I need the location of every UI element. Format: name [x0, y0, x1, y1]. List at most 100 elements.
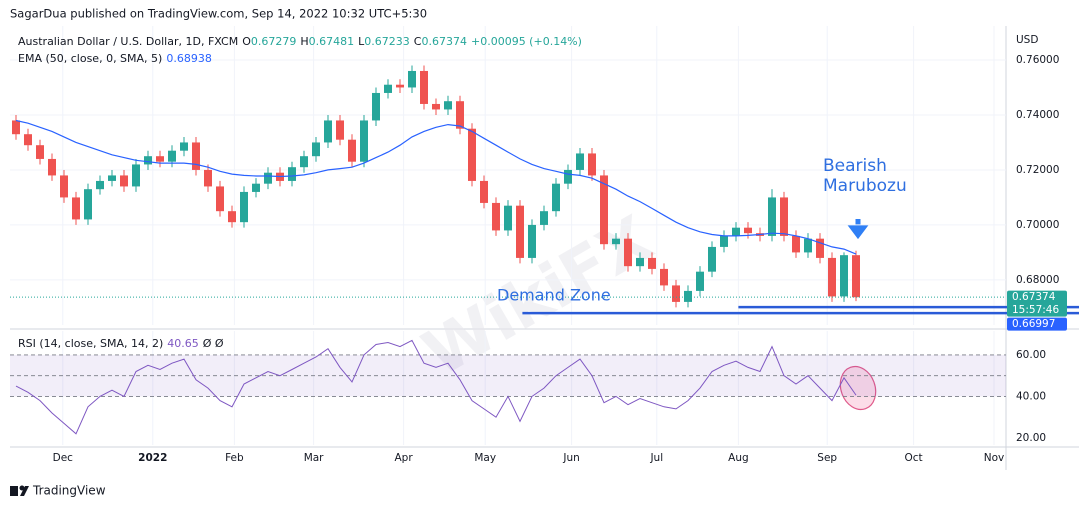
- candle-body: [204, 169, 212, 187]
- footer-logo: [10, 485, 29, 496]
- candle-body: [240, 191, 248, 223]
- logo-mark: [10, 486, 18, 496]
- candle-body: [492, 202, 500, 231]
- candle-body: [72, 197, 80, 220]
- header: SagarDua published on TradingView.com, S…: [10, 7, 427, 21]
- rsi-tick-label: 20.00: [1016, 432, 1046, 444]
- candle-body: [696, 271, 704, 291]
- y-tick-label: 0.72000: [1016, 164, 1059, 176]
- candle-body: [60, 175, 68, 198]
- candle-body: [684, 290, 692, 302]
- candle-body: [708, 246, 716, 272]
- x-tick-label: Oct: [905, 452, 923, 464]
- rsi-legend: RSI (14, close, SMA, 14, 2) 40.65 Ø Ø: [18, 337, 224, 350]
- candle-body: [504, 205, 512, 231]
- candle-body: [456, 101, 464, 129]
- price-tag: [1007, 317, 1067, 331]
- candle-body: [660, 268, 668, 286]
- y-tick-label: 0.76000: [1016, 54, 1059, 66]
- candle-body: [336, 120, 344, 140]
- ohlc-value: 0.67481: [309, 35, 355, 48]
- x-tick-label: May: [474, 452, 496, 464]
- x-tick-label: Apr: [395, 452, 414, 464]
- candle-body: [228, 211, 236, 223]
- x-tick-label: 2022: [138, 452, 167, 464]
- candle-body: [24, 134, 32, 146]
- ohlc-value: 0.67374: [421, 35, 467, 48]
- candle-body: [84, 189, 92, 220]
- candle-body: [168, 150, 176, 162]
- ohlc-label: H: [300, 35, 308, 48]
- candle-body: [384, 84, 392, 93]
- annotation: Demand Zone: [497, 286, 611, 305]
- price-tag-label: 0.67374: [1012, 291, 1056, 303]
- candle-body: [408, 70, 416, 88]
- y-tick-label: 0.70000: [1016, 219, 1059, 231]
- price-tag-label: 0.66997: [1012, 318, 1055, 330]
- rsi-extra: Ø Ø: [203, 337, 224, 350]
- candle-body: [516, 205, 524, 258]
- candle-body: [732, 227, 740, 236]
- candle-body: [12, 120, 20, 135]
- legend-title: Australian Dollar / U.S. Dollar, 1D, FXC…: [18, 35, 238, 48]
- ohlc-value: 0.67233: [364, 35, 410, 48]
- y-unit: USD: [1016, 34, 1038, 46]
- candle-body: [672, 285, 680, 302]
- candle-body: [612, 238, 620, 245]
- rsi-highlight: [839, 365, 877, 411]
- candle-body: [552, 183, 560, 212]
- candle-body: [264, 172, 272, 184]
- candle-body: [828, 257, 836, 297]
- candle-body: [372, 92, 380, 121]
- candle-body: [396, 84, 404, 88]
- candle-body: [48, 158, 56, 176]
- y-tick-label: 0.68000: [1016, 274, 1059, 286]
- ema-line: [15, 119, 857, 255]
- candle-body: [36, 145, 44, 159]
- x-tick-label: Nov: [984, 452, 1005, 464]
- rsi-name: RSI (14, close, SMA, 14, 2): [18, 337, 163, 350]
- candle-body: [156, 156, 164, 162]
- price-tag-time: 15:57:46: [1012, 304, 1059, 316]
- candle-body: [636, 257, 644, 267]
- candle-body: [600, 175, 608, 245]
- price-tag: [1007, 290, 1067, 317]
- annotation: Bearish: [823, 156, 887, 176]
- candle-body: [300, 156, 308, 168]
- y-tick-label: 0.74000: [1016, 109, 1059, 121]
- candle-body: [720, 235, 728, 247]
- ohlc-label: C: [414, 35, 422, 48]
- candle-body: [528, 224, 536, 258]
- candle-body: [420, 70, 428, 104]
- logo-mark: [19, 485, 25, 491]
- rsi-value: 40.65: [167, 337, 199, 350]
- candle-body: [816, 238, 824, 258]
- candle-body: [132, 164, 140, 187]
- candle-body: [144, 156, 152, 165]
- candle-body: [252, 183, 260, 192]
- arrow: [847, 219, 869, 240]
- x-tick-label: Sep: [817, 452, 837, 464]
- ohlc-value: 0.67279: [251, 35, 297, 48]
- ema-legend: EMA (50, close, 0, SMA, 5) 0.68938: [18, 52, 212, 65]
- candle-body: [180, 142, 188, 151]
- footer: TradingView: [32, 484, 106, 498]
- candle-body: [576, 153, 584, 170]
- legend-title: Australian Dollar / U.S. Dollar, 1D, FXC…: [18, 35, 582, 48]
- change: +0.00095 (+0.14%): [471, 35, 582, 48]
- x-tick-label: Feb: [225, 452, 244, 464]
- candle-body: [360, 120, 368, 162]
- candle-body: [780, 197, 788, 236]
- candle-body: [432, 103, 440, 110]
- x-tick-label: Jun: [562, 452, 579, 464]
- candle-body: [744, 227, 752, 234]
- candle-body: [792, 235, 800, 253]
- x-tick-label: Aug: [728, 452, 749, 464]
- ema-name: EMA (50, close, 0, SMA, 5): [18, 52, 162, 65]
- candle-body: [348, 139, 356, 162]
- candle-body: [540, 211, 548, 225]
- logo-mark: [20, 486, 29, 496]
- candle-body: [324, 120, 332, 143]
